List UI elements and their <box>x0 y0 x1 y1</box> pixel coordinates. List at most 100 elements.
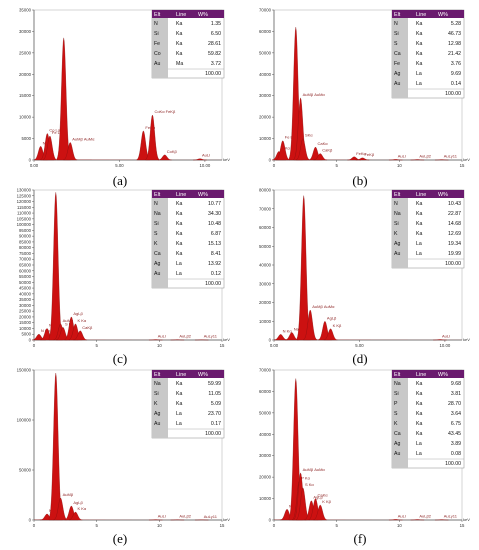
y-tick-label: 10000 <box>19 115 32 120</box>
table-header-cell: Line <box>176 192 186 198</box>
table-cell: Ka <box>416 391 422 397</box>
y-tick-label: 120000 <box>17 199 32 204</box>
y-tick-label: 10000 <box>259 496 272 501</box>
table-cell: Na <box>154 381 161 387</box>
caption-d: (d) <box>352 351 368 366</box>
table-cell: La <box>176 421 182 427</box>
table-cell: S <box>154 231 158 237</box>
peak-label: AuMβ AuMα <box>312 304 335 309</box>
table-cell: La <box>416 81 422 87</box>
spectrum-peak <box>53 497 68 521</box>
peak-label: AgLβ <box>327 315 337 320</box>
spectrum-peak <box>388 159 403 161</box>
x-unit-label: keV <box>223 517 230 522</box>
peak-label: AuLl <box>398 513 406 518</box>
table-cell: Ca <box>394 51 401 57</box>
composition-table: Elt Line W% N Ka 5.28 Si Ka 46.73 S Ka 12.98 Ca Ka 21.… <box>391 9 465 99</box>
y-tick-label: 50000 <box>259 244 272 249</box>
spectrum-chart-f: 0 10000 20000 30000 40000 50000 60000 70000 0 5 10… <box>259 368 470 529</box>
spectrum-peak <box>410 519 425 521</box>
table-cell: Ka <box>176 31 182 37</box>
spectrum-panel-a: 0 5000 10000 15000 20000 25000 30000 35000 0.00 5… <box>4 4 236 189</box>
y-tick-label: 20000 <box>259 300 272 305</box>
table-cell: N <box>154 21 158 27</box>
table-cell: K <box>154 241 158 247</box>
spectrum-chart-b: 0 10000 20000 30000 40000 50000 60000 70000 0 5 10… <box>259 8 470 169</box>
table-cell: Ka <box>416 221 422 227</box>
table-total: 100.00 <box>205 71 221 77</box>
x-tick-label: 5 <box>95 343 98 348</box>
table-cell: Si <box>394 391 399 397</box>
y-tick-label: 55000 <box>19 274 32 279</box>
table-cell: Au <box>154 61 160 67</box>
spectrum-peak <box>56 37 71 161</box>
table-cell: Ka <box>176 401 182 407</box>
table-cell: Ka <box>416 411 422 417</box>
x-tick-label: 5 <box>335 523 338 528</box>
table-header-bg <box>392 370 464 378</box>
table-cell: 43.45 <box>448 431 461 437</box>
peak-label: AgLβ <box>313 495 323 500</box>
y-tick-label: 0 <box>269 338 272 343</box>
y-tick-label: 40000 <box>259 72 272 77</box>
x-tick-label: 5.00 <box>115 163 124 168</box>
table-cell: 0.14 <box>451 81 461 87</box>
x-tick-label: 5 <box>95 523 98 528</box>
x-tick-label: 10.00 <box>440 343 451 348</box>
table-cell: Na <box>394 381 401 387</box>
table-cell: Ka <box>416 231 422 237</box>
table-cell: Ka <box>416 381 422 387</box>
peak-label: FeKβ <box>364 152 374 157</box>
spectrum-peak <box>145 114 160 161</box>
table-cell: 6.87 <box>211 231 221 237</box>
table-cell: La <box>176 271 182 277</box>
composition-table: Elt Line W% N Ka 1.35 Si Ka 6.50 Fe Ka 28.61 Co Ka 59.… <box>151 9 225 79</box>
table-cell: P <box>394 401 398 407</box>
table-cell: 13.92 <box>208 261 221 267</box>
table-header-cell: W% <box>438 192 448 198</box>
x-tick-label: 10 <box>157 523 162 528</box>
table-cell: 1.35 <box>211 21 221 27</box>
y-tick-label: 15000 <box>19 93 32 98</box>
y-tick-label: 70000 <box>19 257 32 262</box>
peak-label: AuLγ11 <box>444 514 458 519</box>
y-tick-label: 10000 <box>259 319 272 324</box>
x-tick-label: 15 <box>220 523 225 528</box>
table-header-bg <box>152 190 224 198</box>
peak-label: S Kα <box>305 482 314 487</box>
peak-label: AuLl <box>158 514 166 519</box>
table-cell: 15.13 <box>208 241 221 247</box>
table-total: 100.00 <box>205 431 221 437</box>
table-cell: Ka <box>416 201 422 207</box>
table-cell: Ka <box>416 431 422 437</box>
spectrum-peak <box>273 334 288 341</box>
y-tick-label: 35000 <box>19 297 32 302</box>
y-tick-label: 110000 <box>17 211 32 216</box>
y-tick-label: 100000 <box>17 418 32 423</box>
table-header-cell: Elt <box>154 372 161 378</box>
table-cell: Ag <box>394 241 400 247</box>
table-header-cell: W% <box>198 192 208 198</box>
table-cell: 14.68 <box>448 221 461 227</box>
peak-label: FeKα <box>356 151 366 156</box>
x-tick-label: 0.00 <box>30 163 39 168</box>
spectrum-peak <box>323 328 338 341</box>
peak-label: CaKα <box>317 141 328 146</box>
y-tick-label: 80000 <box>19 245 32 250</box>
table-header-bg <box>152 370 224 378</box>
table-header-cell: W% <box>198 372 208 378</box>
caption-b: (b) <box>352 173 368 188</box>
y-tick-label: 60000 <box>259 29 272 34</box>
peak-label: AuMβ AuMα <box>303 92 326 97</box>
y-tick-label: 150000 <box>17 368 32 373</box>
y-tick-label: 90000 <box>19 234 32 239</box>
peak-label: SKα <box>305 133 313 138</box>
table-cell: 59.99 <box>208 381 221 387</box>
spectrum-background <box>34 159 222 160</box>
y-tick-label: 60000 <box>19 268 32 273</box>
x-tick-label: 10 <box>397 163 402 168</box>
y-tick-label: 15000 <box>19 320 32 325</box>
table-cell: La <box>416 241 422 247</box>
x-tick-label: 10.00 <box>200 163 211 168</box>
table-cell: Ka <box>416 421 422 427</box>
